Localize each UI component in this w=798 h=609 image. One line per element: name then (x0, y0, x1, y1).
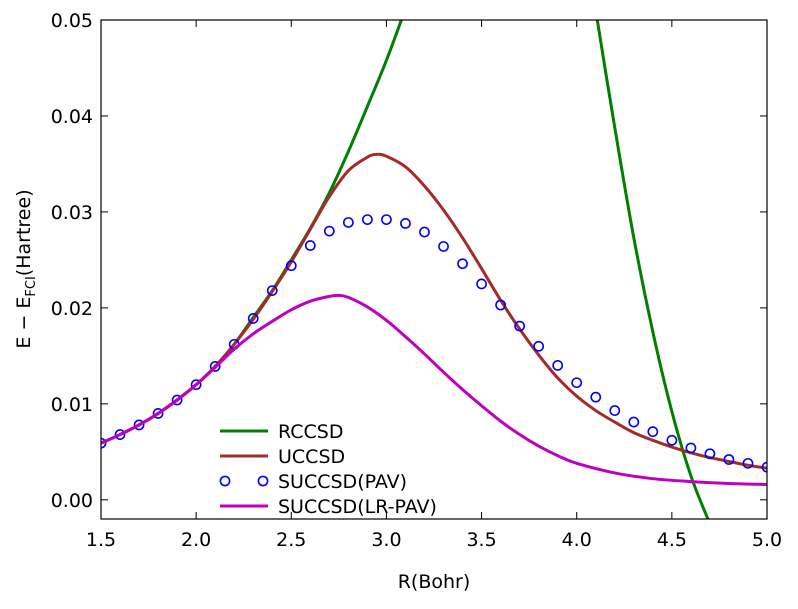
x-tick-label: 3.0 (371, 529, 401, 551)
series-succsd-pav (101, 214, 767, 473)
data-point-succsd-pav (761, 461, 767, 473)
data-point-succsd-pav (685, 442, 697, 454)
data-point-succsd-pav (209, 361, 221, 372)
data-point-succsd-pav (152, 408, 164, 419)
legend-label: SUCCSD(PAV) (278, 471, 407, 493)
x-tick-label: 3.5 (466, 529, 496, 551)
legend-label: RCCSD (278, 421, 343, 443)
data-point-succsd-pav (628, 416, 640, 428)
data-point-succsd-pav (342, 217, 354, 228)
data-point-succsd-pav (514, 320, 526, 332)
x-tick-label: 2.0 (181, 529, 211, 551)
legend-item-succsd-pav: SUCCSD(PAV) (219, 471, 407, 493)
x-axis-label: R(Bohr) (398, 571, 471, 593)
legend-item-succsd-lr-pav: SUCCSD(LR-PAV) (220, 496, 437, 518)
y-axis-label-unit: (Hartree) (13, 189, 35, 276)
data-point-succsd-pav (419, 226, 430, 238)
legend-marker (257, 475, 269, 487)
x-tick-label: 4.5 (657, 529, 687, 551)
data-point-succsd-pav (247, 313, 259, 324)
data-point-succsd-pav (647, 426, 659, 438)
data-point-succsd-pav (571, 377, 583, 389)
series-line-succsd-lr-pav (101, 293, 767, 486)
y-tick-label: 0.02 (51, 298, 93, 320)
x-tick-label: 2.5 (276, 529, 306, 551)
y-axis-label-main: E − E (13, 297, 35, 349)
y-axis-label-subscript: FCI (24, 276, 39, 296)
data-point-succsd-pav (552, 360, 564, 371)
legend-marker (219, 475, 231, 487)
data-point-succsd-pav (457, 258, 468, 270)
data-point-succsd-pav (495, 299, 506, 311)
data-point-succsd-pav (171, 394, 183, 406)
legend-item-rccsd: RCCSD (220, 421, 343, 443)
x-tick-label: 1.5 (86, 529, 116, 551)
data-point-succsd-pav (533, 340, 545, 352)
y-tick-label: 0.01 (51, 394, 93, 416)
y-tick-label: 0.05 (51, 10, 93, 32)
data-point-succsd-pav (723, 454, 735, 465)
data-point-succsd-pav (133, 419, 145, 431)
data-point-succsd-pav (266, 285, 278, 297)
y-tick-label: 0.00 (51, 490, 93, 512)
y-tick-label: 0.03 (51, 202, 93, 224)
ticks-layer: 1.5 2.0 2.5 3.0 3.5 4.0 4.5 5.0 0.00 0.01 0.02 0.03… (51, 10, 782, 551)
data-point-succsd-pav (742, 457, 754, 469)
data-point-succsd-pav (590, 391, 602, 403)
data-point-succsd-pav (304, 240, 316, 251)
data-point-succsd-pav (361, 214, 373, 225)
plot-frame (100, 19, 768, 520)
data-point-succsd-pav (400, 218, 411, 229)
legend-label: UCCSD (278, 446, 345, 468)
data-point-succsd-pav (666, 434, 678, 446)
data-point-succsd-pav (323, 225, 335, 237)
legend: RCCSD UCCSD SUCCSD(PAV) SUCCSD(LR-PAV) (219, 421, 437, 518)
data-point-succsd-pav (476, 278, 487, 290)
x-tick-label: 5.0 (752, 529, 782, 551)
data-point-succsd-pav (438, 241, 449, 252)
y-axis-label: E − EFCI(Hartree) (13, 189, 39, 348)
data-point-succsd-pav (190, 379, 202, 391)
legend-item-uccsd: UCCSD (220, 446, 345, 468)
data-point-succsd-pav (704, 448, 716, 460)
series-layer (101, 20, 767, 519)
data-point-succsd-pav (381, 214, 392, 225)
x-tick-label: 4.0 (562, 529, 592, 551)
data-point-succsd-pav (609, 405, 621, 416)
data-point-succsd-pav (114, 429, 126, 440)
legend-label: SUCCSD(LR-PAV) (278, 496, 437, 518)
y-tick-label: 0.04 (51, 106, 93, 128)
data-point-succsd-pav (285, 260, 297, 272)
